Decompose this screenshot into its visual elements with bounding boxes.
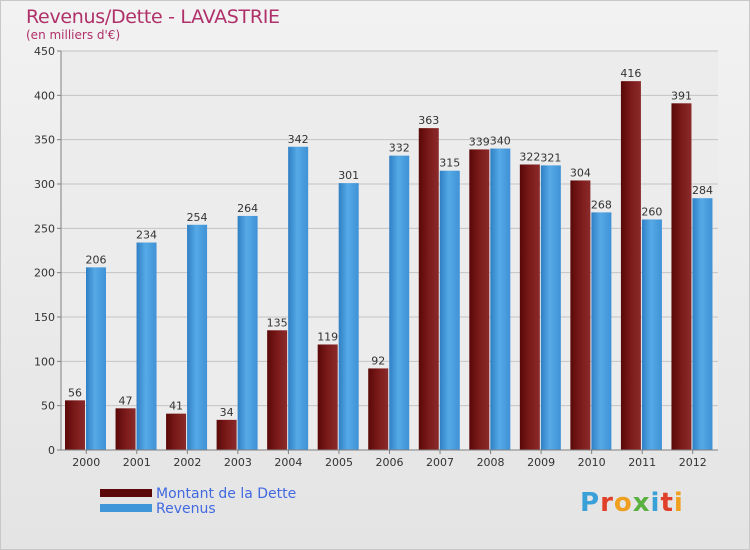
debt-value-label: 304 bbox=[570, 166, 591, 179]
y-tick-label: 350 bbox=[34, 134, 55, 147]
revenue-bar bbox=[389, 155, 410, 451]
debt-bar bbox=[570, 180, 591, 450]
revenue-value-label: 284 bbox=[692, 184, 713, 197]
logo-letter: t bbox=[660, 488, 674, 518]
x-tick-label: 2006 bbox=[376, 456, 404, 469]
chart-subtitle: (en milliers d'€) bbox=[26, 28, 121, 42]
debt-value-label: 416 bbox=[620, 67, 641, 80]
logo-letter: r bbox=[600, 488, 614, 518]
debt-bar bbox=[368, 368, 389, 450]
debt-bar bbox=[620, 81, 641, 450]
legend-label-revenue: Revenus bbox=[156, 501, 216, 517]
debt-value-label: 322 bbox=[519, 150, 540, 163]
y-tick-label: 0 bbox=[48, 444, 55, 457]
debt-value-label: 339 bbox=[469, 135, 490, 148]
proxiti-logo: Proxiti bbox=[580, 488, 684, 518]
x-tick-label: 2001 bbox=[123, 456, 151, 469]
x-tick-label: 2007 bbox=[426, 456, 454, 469]
logo-letter: x bbox=[632, 488, 651, 518]
revenue-value-label: 340 bbox=[490, 135, 511, 148]
x-tick-label: 2010 bbox=[578, 456, 606, 469]
debt-bar bbox=[65, 400, 85, 450]
y-tick-label: 300 bbox=[34, 178, 55, 191]
revenue-bar bbox=[338, 183, 359, 450]
legend-label-debt: Montant de la Dette bbox=[156, 486, 297, 502]
revenue-value-label: 315 bbox=[439, 157, 460, 170]
revenue-value-label: 264 bbox=[237, 202, 258, 215]
debt-value-label: 391 bbox=[671, 89, 692, 102]
debt-value-label: 47 bbox=[119, 394, 133, 407]
revenue-value-label: 234 bbox=[136, 229, 157, 242]
debt-bar bbox=[418, 128, 439, 450]
logo-letter: o bbox=[613, 488, 633, 518]
debt-value-label: 92 bbox=[371, 354, 385, 367]
y-tick-label: 250 bbox=[34, 222, 55, 235]
debt-bar bbox=[317, 344, 338, 450]
debt-bar bbox=[115, 408, 136, 450]
x-tick-label: 2011 bbox=[628, 456, 656, 469]
revenue-bar bbox=[641, 219, 662, 450]
y-tick-label: 450 bbox=[34, 45, 55, 58]
revenue-bar bbox=[439, 170, 460, 450]
logo-letter: i bbox=[673, 488, 684, 518]
revenue-value-label: 254 bbox=[187, 211, 208, 224]
revenue-value-label: 321 bbox=[540, 151, 561, 164]
x-tick-label: 2000 bbox=[72, 456, 100, 469]
debt-value-label: 119 bbox=[317, 330, 338, 343]
revenue-value-label: 342 bbox=[288, 133, 309, 146]
revenue-value-label: 260 bbox=[641, 205, 662, 218]
debt-value-label: 363 bbox=[418, 114, 439, 127]
x-tick-label: 2008 bbox=[477, 456, 505, 469]
revenue-bar bbox=[692, 198, 713, 450]
y-tick-label: 400 bbox=[34, 89, 55, 102]
revenue-bar bbox=[237, 215, 258, 450]
debt-bar bbox=[671, 103, 692, 451]
debt-value-label: 34 bbox=[220, 406, 234, 419]
logo-letter: P bbox=[580, 488, 601, 518]
revenue-value-label: 206 bbox=[86, 253, 107, 266]
revenue-value-label: 268 bbox=[591, 198, 612, 211]
debt-bar bbox=[267, 330, 288, 450]
debt-value-label: 135 bbox=[267, 316, 288, 329]
debt-bar bbox=[166, 413, 187, 450]
revenue-bar bbox=[288, 146, 309, 450]
y-tick-label: 200 bbox=[34, 267, 55, 280]
debt-bar bbox=[519, 164, 540, 450]
x-tick-label: 2012 bbox=[679, 456, 707, 469]
x-tick-label: 2004 bbox=[274, 456, 302, 469]
debt-value-label: 41 bbox=[169, 400, 183, 413]
legend-swatch-debt bbox=[100, 489, 152, 497]
legend-swatch-revenue bbox=[100, 504, 152, 512]
x-tick-label: 2002 bbox=[173, 456, 201, 469]
y-tick-label: 50 bbox=[41, 400, 55, 413]
y-tick-label: 150 bbox=[34, 311, 55, 324]
revenue-bar bbox=[187, 224, 208, 450]
debt-value-label: 56 bbox=[68, 386, 82, 399]
debt-bar bbox=[216, 419, 237, 450]
revenue-bar bbox=[591, 212, 612, 450]
revenue-value-label: 301 bbox=[338, 169, 359, 182]
x-tick-label: 2003 bbox=[224, 456, 252, 469]
x-tick-label: 2009 bbox=[527, 456, 555, 469]
revenue-bar bbox=[136, 242, 157, 450]
x-tick-label: 2005 bbox=[325, 456, 353, 469]
chart-title: Revenus/Dette - LAVASTRIE bbox=[26, 6, 280, 28]
logo-letter: i bbox=[650, 488, 661, 518]
revenue-value-label: 332 bbox=[389, 142, 410, 155]
revenue-bar bbox=[540, 165, 561, 450]
debt-bar bbox=[469, 149, 490, 451]
revenue-bar bbox=[490, 148, 511, 451]
revenue-bar bbox=[86, 267, 106, 450]
y-tick-label: 100 bbox=[34, 355, 55, 368]
